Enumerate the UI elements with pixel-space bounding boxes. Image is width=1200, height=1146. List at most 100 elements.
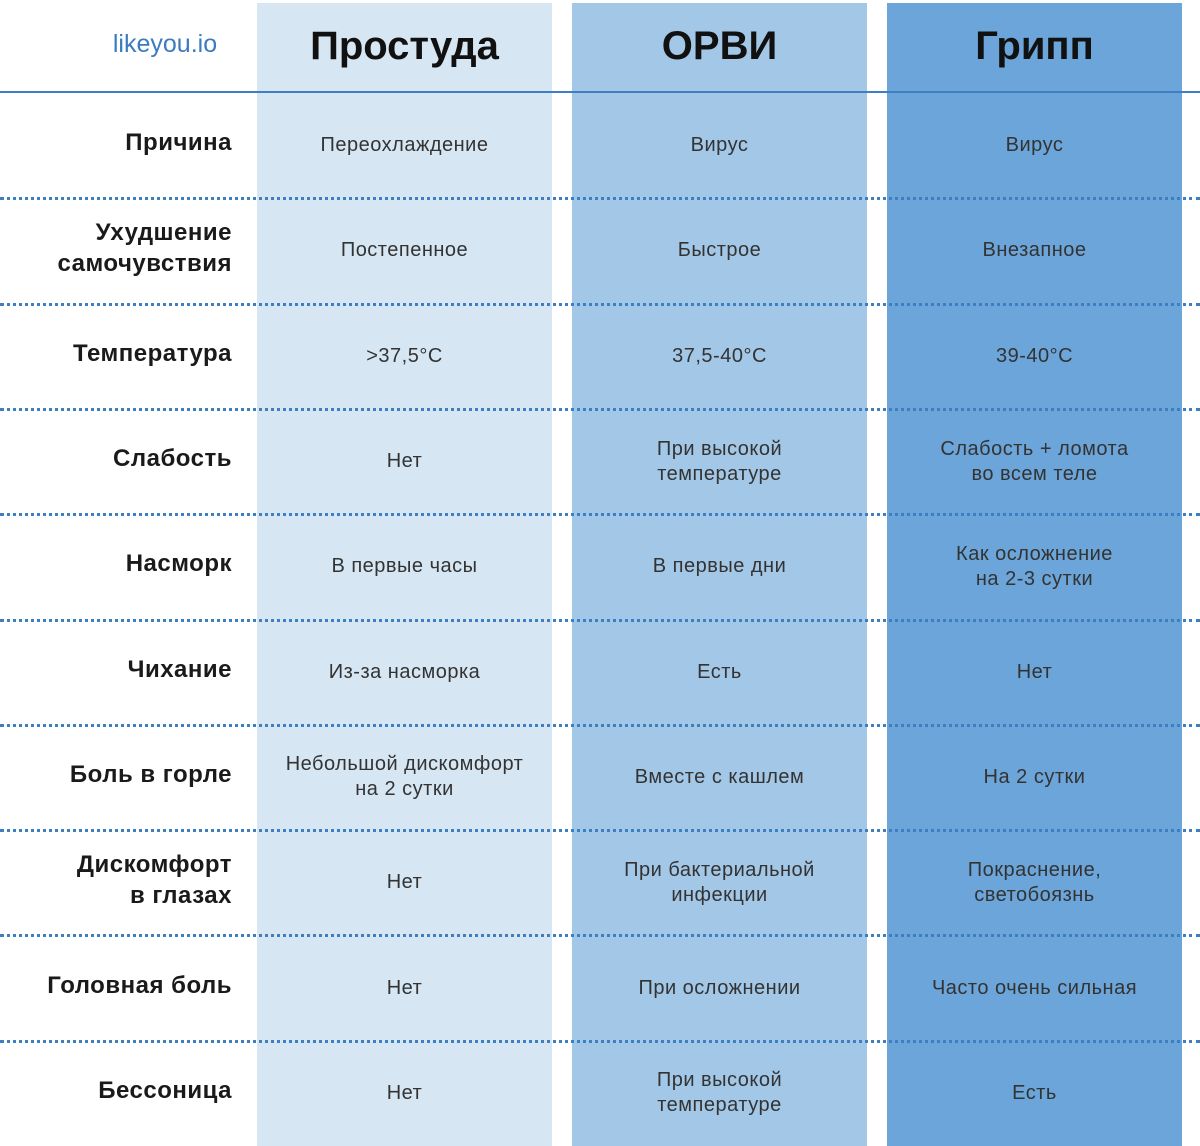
- cell-line: Нет: [386, 976, 423, 999]
- cell-line: светобоязнь: [974, 883, 1095, 906]
- table-cell: Есть: [572, 620, 867, 725]
- column-background: [257, 3, 552, 1146]
- cell-line: Вирус: [1005, 134, 1064, 157]
- table-cell: При осложнении: [572, 935, 867, 1040]
- cell-line: Слабость + ломота: [940, 437, 1129, 460]
- cell-line: При бактериальной: [624, 858, 815, 881]
- label-line: Бессоница: [98, 1076, 232, 1104]
- label-line: в глазах: [129, 881, 232, 909]
- table-cell: 37,5-40°C: [572, 304, 867, 409]
- table-cell: При высокой температуре: [572, 1041, 867, 1146]
- cell-line: 39-40°C: [995, 344, 1074, 367]
- row-label: Бессоница: [0, 1041, 232, 1140]
- table-cell: Покраснение, светобоязнь: [887, 830, 1182, 935]
- table-cell: Быстрое: [572, 198, 867, 303]
- row-label: Дискомфорт в глазах: [0, 830, 232, 929]
- cell-line: температуре: [657, 1094, 782, 1117]
- cell-line: Переохлаждение: [320, 134, 489, 157]
- brand: likeyou.io: [112, 29, 218, 58]
- table-cell: На 2 сутки: [887, 725, 1182, 830]
- column-background: [572, 3, 867, 1146]
- table-cell: Есть: [887, 1041, 1182, 1146]
- cell-line: Нет: [386, 450, 423, 473]
- label-line: Причина: [125, 129, 232, 157]
- cell-line: При высокой: [656, 437, 783, 460]
- row-divider: [0, 302, 1200, 306]
- table-cell: 39-40°C: [887, 304, 1182, 409]
- column-background: [887, 3, 1182, 1146]
- table-cell: В первые дни: [572, 514, 867, 619]
- cell-line: Нет: [386, 1081, 423, 1104]
- label-line: Чихание: [127, 655, 232, 683]
- column-header: ОРВИ: [661, 23, 778, 68]
- row-divider: [0, 829, 1200, 833]
- table-cell: Внезапное: [887, 198, 1182, 303]
- cell-line: на 2 сутки: [355, 778, 454, 801]
- row-label: Причина: [0, 93, 232, 192]
- table-cell: Часто очень сильная: [887, 935, 1182, 1040]
- cell-line: температуре: [657, 462, 782, 485]
- label-line: Дискомфорт: [76, 850, 232, 878]
- row-label: Насморк: [0, 514, 232, 613]
- table-cell: Как осложнение на 2-3 сутки: [887, 514, 1182, 619]
- table-cell: Нет: [257, 409, 552, 514]
- cell-line: Нет: [1016, 660, 1053, 683]
- row-divider: [0, 407, 1200, 411]
- row-divider: [0, 618, 1200, 622]
- row-divider: [0, 934, 1200, 938]
- cell-line: В первые дни: [652, 555, 787, 578]
- row-label: Чихание: [0, 620, 232, 719]
- cell-line: При осложнении: [638, 976, 801, 999]
- cell-line: во всем теле: [971, 462, 1098, 485]
- row-divider: [0, 513, 1200, 517]
- row-label: Ухудшение самочувствия: [0, 198, 232, 297]
- table-cell: Вирус: [887, 93, 1182, 198]
- table-cell: Из-за насморка: [257, 620, 552, 725]
- table-cell: Нет: [257, 1041, 552, 1146]
- table-cell: >37,5°C: [257, 304, 552, 409]
- table-cell: Слабость + ломота во всем теле: [887, 409, 1182, 514]
- row-label: Боль в горле: [0, 725, 232, 824]
- cell-line: Есть: [697, 660, 742, 683]
- table-cell: Постепенное: [257, 198, 552, 303]
- cell-line: >37,5°C: [366, 344, 443, 367]
- row-divider: [0, 723, 1200, 727]
- column-header: Простуда: [310, 23, 499, 68]
- cell-line: Нет: [386, 871, 423, 894]
- cell-line: Постепенное: [340, 239, 469, 262]
- row-divider: [0, 197, 1200, 201]
- label-line: Слабость: [113, 445, 232, 473]
- table-cell: Вирус: [572, 93, 867, 198]
- table-cell: Небольшой дискомфорт на 2 сутки: [257, 725, 552, 830]
- row-divider: [0, 1039, 1200, 1043]
- table-cell: В первые часы: [257, 514, 552, 619]
- table-cell: Вместе с кашлем: [572, 725, 867, 830]
- table-cell: При высокой температуре: [572, 409, 867, 514]
- table-cell: Нет: [257, 935, 552, 1040]
- cell-line: Вирус: [690, 134, 749, 157]
- label-line: Ухудшение: [95, 218, 232, 246]
- row-label: Температура: [0, 304, 232, 403]
- table-cell: При бактериальной инфекции: [572, 830, 867, 935]
- cell-line: Есть: [1012, 1081, 1057, 1104]
- cell-line: Небольшой дискомфорт: [285, 753, 524, 776]
- table-cell: Переохлаждение: [257, 93, 552, 198]
- header-line: [0, 91, 1200, 93]
- cell-line: В первые часы: [331, 555, 478, 578]
- label-line: самочувствия: [57, 249, 232, 277]
- cell-line: на 2-3 сутки: [975, 567, 1094, 590]
- cell-line: На 2 сутки: [983, 765, 1086, 788]
- label-line: Насморк: [125, 550, 232, 578]
- table-cell: Нет: [887, 620, 1182, 725]
- cell-line: Быстрое: [677, 239, 762, 262]
- row-label: Слабость: [0, 409, 232, 508]
- cell-line: Часто очень сильная: [931, 976, 1138, 999]
- cell-line: инфекции: [671, 883, 768, 906]
- label-line: Боль в горле: [69, 760, 232, 788]
- row-label: Головная боль: [0, 935, 232, 1034]
- cell-line: Вместе с кашлем: [634, 765, 805, 788]
- label-line: Температура: [73, 339, 232, 367]
- cell-line: Как осложнение: [956, 542, 1113, 565]
- cell-line: 37,5-40°C: [672, 344, 767, 367]
